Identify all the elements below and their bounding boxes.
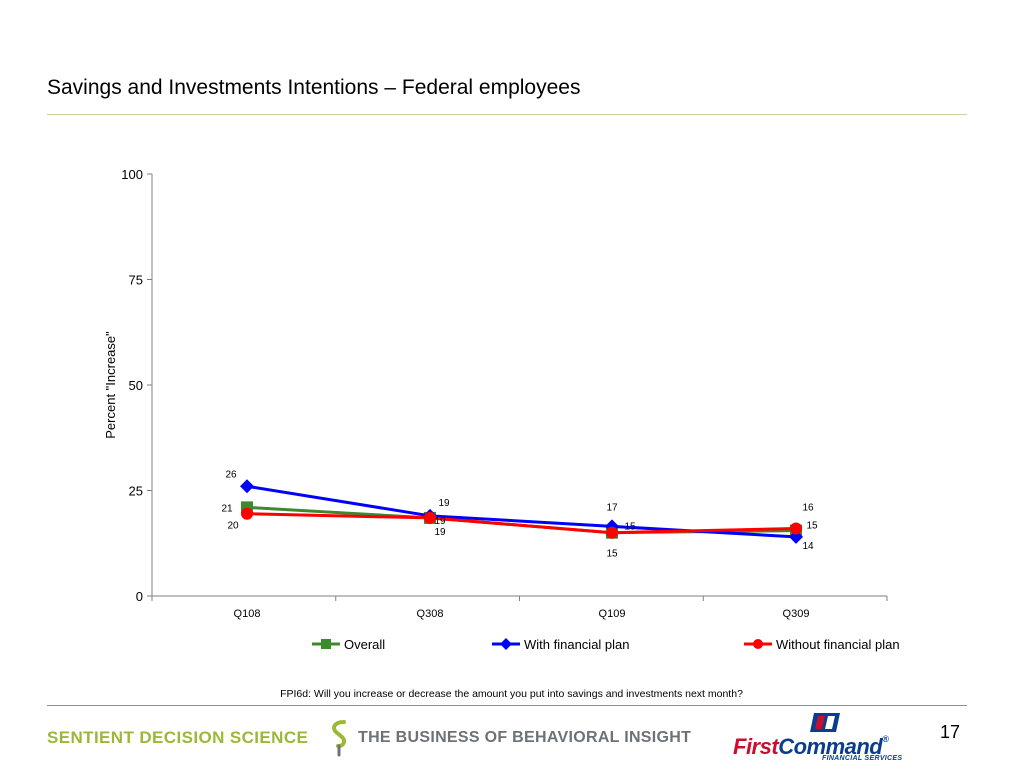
data-label: 19 (434, 527, 446, 538)
x-tick-label: Q308 (417, 608, 444, 620)
legend-entry-label: Overall (344, 637, 385, 652)
data-point-marker (789, 529, 803, 544)
legend-swatch-marker (753, 639, 763, 649)
first-command-wordmark: FirstCommand® (733, 734, 889, 760)
x-tick-label: Q109 (599, 608, 626, 620)
data-labels: 21 19 15 15 26 19 17 14 20 19 15 16 (221, 469, 818, 559)
logo-word-command: Command (778, 734, 883, 759)
data-label: 21 (221, 503, 233, 514)
data-label: 14 (802, 541, 814, 552)
legend-swatch-marker (321, 639, 331, 649)
slide-title: Savings and Investments Intentions – Fed… (47, 76, 581, 99)
data-label: 20 (227, 521, 239, 532)
sentient-brand-text: SENTIENT DECISION SCIENCE (47, 728, 309, 747)
y-tick-label: 75 (129, 273, 143, 288)
chart-legend: Overall With financial plan Without financ… (312, 637, 900, 652)
legend-entry-label: With financial plan (524, 637, 630, 652)
page-number: 17 (940, 722, 961, 742)
data-label: 15 (606, 549, 618, 560)
series-lines (240, 479, 803, 544)
data-label: 19 (438, 498, 450, 509)
series-line-2 (246, 512, 797, 535)
x-tick-label: Q309 (783, 608, 810, 620)
chart-axes: 0 25 50 75 100 Q108 Q308 Q109 Q309 Percent "Incre… (103, 167, 888, 620)
y-axis-title: Percent "Increase" (103, 331, 118, 439)
data-point-marker (240, 479, 254, 494)
data-label: 15 (806, 521, 818, 532)
footer-divider (47, 705, 967, 706)
brand-tagline: THE BUSINESS OF BEHAVIORAL INSIGHT (358, 729, 692, 746)
data-label: 16 (802, 502, 814, 513)
x-tick-label: Q108 (234, 608, 261, 620)
y-tick-label: 25 (129, 484, 143, 499)
question-footnote: FPI6d: Will you increase or decrease the… (280, 688, 743, 700)
logo-word-first: First (733, 734, 779, 759)
data-point-marker (241, 507, 253, 520)
data-label: 15 (624, 522, 636, 533)
y-tick-label: 100 (121, 167, 143, 182)
data-label: 19 (434, 516, 446, 527)
sentient-logo-icon (332, 720, 347, 757)
legend-swatch-marker (500, 638, 512, 650)
y-tick-label: 0 (136, 589, 143, 604)
data-point-marker (790, 522, 802, 535)
title-divider (47, 114, 967, 115)
logo-trademark: ® (882, 734, 889, 744)
data-point-marker (606, 526, 618, 539)
legend-entry-label: Without financial plan (776, 637, 900, 652)
first-command-logo-icon (810, 713, 840, 732)
data-label: 26 (225, 469, 237, 480)
data-point-marker (424, 511, 436, 524)
y-tick-label: 50 (129, 378, 143, 393)
data-label: 17 (606, 502, 618, 513)
logo-subtitle: FINANCIAL SERVICES (822, 755, 903, 762)
